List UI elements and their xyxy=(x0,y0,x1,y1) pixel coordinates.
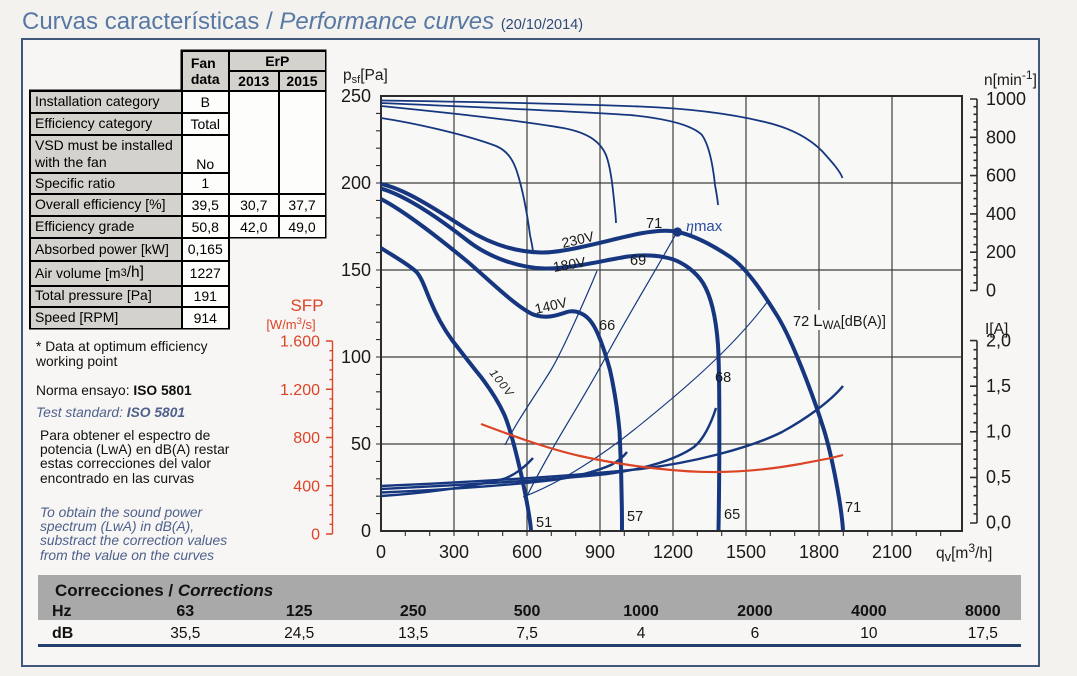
svg-text:100: 100 xyxy=(341,347,371,367)
svg-text:2100: 2100 xyxy=(872,542,912,562)
svg-text:0: 0 xyxy=(361,521,371,541)
svg-text:200: 200 xyxy=(341,173,371,193)
svg-text:150: 150 xyxy=(341,260,371,280)
svg-text:1,0: 1,0 xyxy=(986,422,1011,442)
svg-text:[W/m3/s]: [W/m3/s] xyxy=(266,316,315,332)
svg-text:SFP: SFP xyxy=(290,296,323,315)
svg-text:800: 800 xyxy=(293,430,320,447)
svg-text:400: 400 xyxy=(293,478,320,495)
svg-text:65: 65 xyxy=(724,507,740,523)
svg-text:600: 600 xyxy=(512,542,542,562)
svg-text:72 LWA[dB(A)]: 72 LWA[dB(A)] xyxy=(793,311,886,332)
svg-text:51: 51 xyxy=(536,515,552,531)
svg-text:1800: 1800 xyxy=(799,542,839,562)
svg-text:0,5: 0,5 xyxy=(986,467,1011,487)
svg-text:1.200: 1.200 xyxy=(280,382,320,399)
svg-text:qv[m3/h]: qv[m3/h] xyxy=(936,541,992,564)
svg-text:50: 50 xyxy=(351,434,371,454)
svg-text:psf[Pa]: psf[Pa] xyxy=(343,67,388,86)
svg-text:1200: 1200 xyxy=(653,542,693,562)
svg-text:1.600: 1.600 xyxy=(280,334,320,351)
svg-text:71: 71 xyxy=(646,216,662,232)
svg-text:69: 69 xyxy=(630,253,646,269)
svg-text:140V: 140V xyxy=(533,294,569,317)
svg-text:57: 57 xyxy=(627,509,643,525)
svg-text:71: 71 xyxy=(845,500,861,516)
svg-text:400: 400 xyxy=(986,204,1016,224)
svg-text:I[A]: I[A] xyxy=(985,321,1008,338)
svg-text:66: 66 xyxy=(599,318,615,334)
svg-text:2,0: 2,0 xyxy=(986,330,1011,350)
svg-text:1,5: 1,5 xyxy=(986,376,1011,396)
svg-text:200: 200 xyxy=(986,242,1016,262)
svg-text:0: 0 xyxy=(311,527,320,544)
svg-text:68: 68 xyxy=(715,370,731,386)
svg-text:250: 250 xyxy=(341,86,371,106)
svg-text:300: 300 xyxy=(439,542,469,562)
svg-text:0,0: 0,0 xyxy=(986,513,1011,533)
svg-text:1500: 1500 xyxy=(726,542,766,562)
svg-text:0: 0 xyxy=(986,281,996,301)
svg-text:ηmax: ηmax xyxy=(686,218,723,235)
svg-text:0: 0 xyxy=(376,542,386,562)
svg-text:180V: 180V xyxy=(552,253,588,275)
svg-text:900: 900 xyxy=(585,542,615,562)
svg-text:n[min-1]: n[min-1] xyxy=(984,68,1037,89)
svg-text:230V: 230V xyxy=(560,228,596,251)
svg-text:1000: 1000 xyxy=(986,89,1026,109)
svg-text:800: 800 xyxy=(986,127,1016,147)
svg-text:600: 600 xyxy=(986,166,1016,186)
